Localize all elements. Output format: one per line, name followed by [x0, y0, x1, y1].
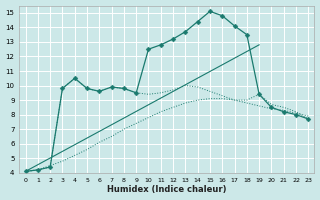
X-axis label: Humidex (Indice chaleur): Humidex (Indice chaleur) — [107, 185, 227, 194]
